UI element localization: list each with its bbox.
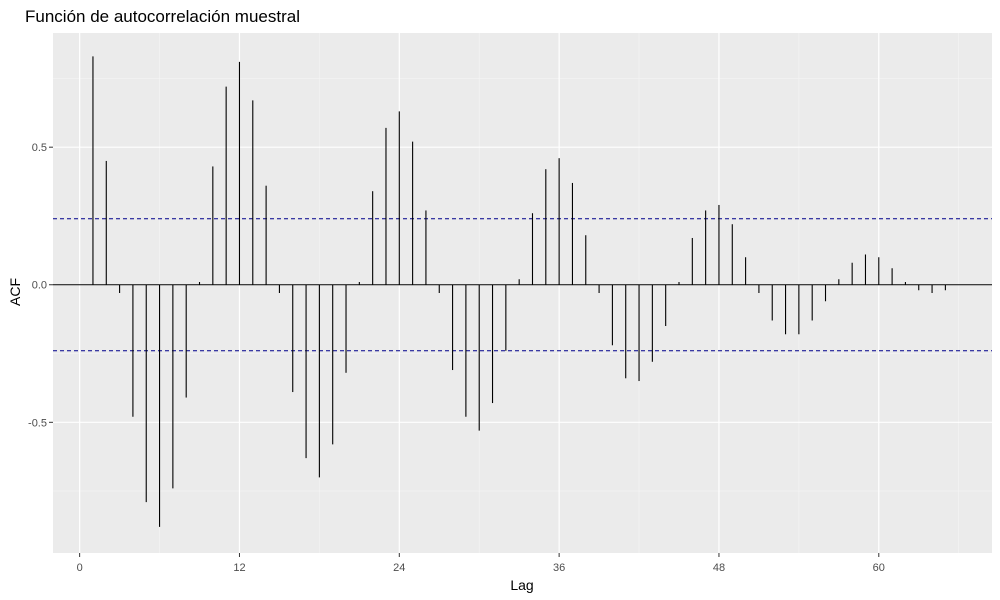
y-tick-label: -0.5 <box>28 417 47 429</box>
x-tick-label: 0 <box>77 562 83 574</box>
x-axis: 0 12 24 36 48 60 <box>77 553 885 574</box>
confidence-bounds <box>53 218 992 352</box>
chart-title: Función de autocorrelación muestral <box>25 7 300 26</box>
y-axis: -0.5 0.0 0.5 <box>28 142 53 429</box>
x-tick-label: 48 <box>713 562 725 574</box>
x-axis-title: Lag <box>510 577 533 593</box>
y-tick-label: 0.0 <box>32 280 47 292</box>
acf-bars <box>92 56 946 527</box>
x-tick-label: 12 <box>233 562 245 574</box>
x-tick-label: 60 <box>873 562 885 574</box>
y-tick-label: 0.5 <box>32 142 47 154</box>
x-tick-label: 24 <box>393 562 405 574</box>
y-axis-title: ACF <box>7 278 23 306</box>
x-tick-label: 36 <box>553 562 565 574</box>
plot-panel <box>53 33 992 553</box>
